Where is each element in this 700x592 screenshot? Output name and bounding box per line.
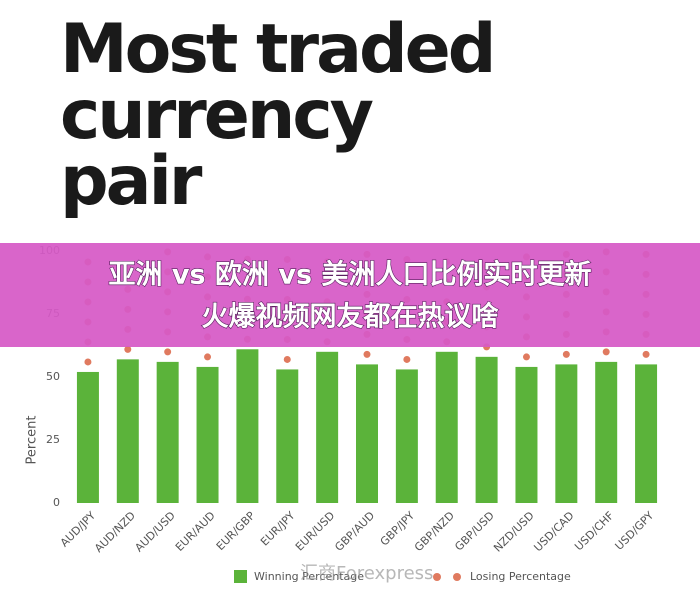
bar [635, 364, 658, 503]
x-tick-label: USD/CAD [531, 509, 576, 554]
y-tick-label: 50 [46, 370, 60, 383]
legend-label: Winning Percentage [254, 570, 364, 583]
legend-swatch [453, 573, 461, 581]
bar [395, 369, 418, 503]
banner-line: 亚洲 vs 欧洲 vs 美洲人口比例实时更新 [109, 259, 592, 291]
bar [116, 359, 139, 503]
x-tick-label: GBP/JPY [378, 509, 418, 549]
chart-title: Most traded currency pair [60, 10, 493, 221]
bar [236, 349, 259, 503]
x-tick-label: USD/GPY [613, 509, 657, 553]
x-tick-label: EUR/USD [293, 509, 337, 553]
legend-swatch [433, 573, 441, 581]
legend-swatch [234, 570, 247, 583]
x-tick-label: AUD/JPY [58, 509, 99, 550]
x-tick-label: EUR/AUD [173, 509, 218, 554]
banner-line: 火爆视频网友都在热议啥 [202, 301, 499, 333]
bar [435, 351, 458, 503]
bar [515, 366, 538, 503]
bar [76, 371, 99, 503]
bar [196, 366, 219, 503]
bar [356, 364, 378, 503]
legend-label: Losing Percentage [470, 570, 571, 583]
bar [276, 369, 299, 503]
x-tick-label: AUD/NZD [92, 509, 138, 555]
x-tick-label: USD/CHF [572, 509, 616, 553]
x-tick-label: NZD/USD [491, 509, 537, 555]
y-axis-label: Percent [25, 416, 40, 465]
x-tick-label: GBP/AUD [332, 509, 377, 554]
title: Most traded currency pair [60, 10, 496, 221]
legend: Winning Percentage Losing Percentage [234, 570, 571, 583]
y-tick-label: 25 [46, 433, 60, 446]
x-tick-label: GBP/NZD [412, 509, 457, 554]
x-tick-label: AUD/USD [132, 509, 177, 554]
x-tick-label: GBP/USD [452, 509, 496, 553]
bar [555, 364, 578, 503]
bar [156, 361, 179, 503]
bar [595, 361, 618, 503]
watermark: 汇商Forexpress [300, 563, 433, 584]
y-tick-label: 0 [53, 496, 60, 509]
bar [316, 351, 339, 503]
banner-bg [0, 243, 700, 347]
bar [475, 356, 498, 503]
x-tick-label: EUR/JPY [258, 509, 298, 549]
x-tick-label: EUR/GBP [214, 509, 258, 553]
